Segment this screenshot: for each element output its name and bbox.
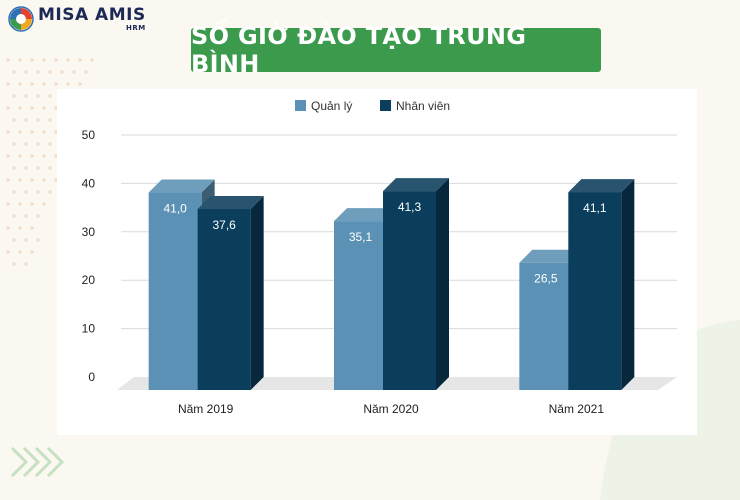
bar — [148, 192, 202, 390]
brand-name: MISA AMIS — [38, 4, 146, 25]
bar-side — [621, 179, 635, 390]
chart-title: SỐ GIỜ ĐÀO TẠO TRUNG BÌNH — [191, 22, 527, 78]
brand-logo: MISA AMIS HRM — [8, 6, 146, 32]
bar-top — [568, 179, 635, 193]
misa-logo-icon — [8, 6, 34, 32]
y-tick-label: 50 — [82, 128, 96, 142]
x-category-label: Năm 2021 — [549, 402, 605, 416]
bar — [519, 262, 573, 390]
data-label: 35,1 — [349, 230, 373, 244]
brand-sub: HRM — [126, 23, 146, 32]
bar-top — [148, 179, 215, 193]
data-label: 26,5 — [534, 272, 558, 286]
y-tick-label: 10 — [82, 322, 96, 336]
data-label: 37,6 — [212, 218, 236, 232]
bar — [383, 191, 436, 390]
title-banner: SỐ GIỜ ĐÀO TẠO TRUNG BÌNH — [191, 22, 601, 78]
legend-swatch-nhan-vien — [380, 100, 391, 111]
chart-legend: Quản lý Nhân viên — [295, 99, 450, 113]
bar — [568, 192, 622, 390]
data-label: 41,0 — [163, 202, 187, 216]
data-label: 41,1 — [583, 201, 607, 215]
chart-panel: Quản lý Nhân viên 0 10 20 30 40 50 41,0 37,6 Năm… — [57, 89, 697, 435]
y-tick-label: 30 — [82, 225, 96, 239]
y-tick-label: 40 — [82, 176, 96, 190]
bar-side — [250, 196, 264, 390]
bar-top — [383, 178, 449, 192]
legend-swatch-quan-ly — [295, 100, 306, 111]
legend-label-nhan-vien: Nhân viên — [396, 99, 450, 113]
legend-label-quan-ly: Quản lý — [311, 99, 352, 113]
bar — [197, 209, 251, 390]
data-label: 41,3 — [398, 200, 422, 214]
bar-side — [436, 178, 449, 390]
bar-top — [197, 196, 264, 210]
x-category-label: Năm 2020 — [363, 402, 419, 416]
bar-chart: Quản lý Nhân viên 0 10 20 30 40 50 41,0 37,6 Năm… — [82, 99, 677, 416]
x-category-label: Năm 2019 — [178, 402, 234, 416]
y-tick-label: 0 — [88, 370, 95, 384]
y-tick-label: 20 — [82, 273, 96, 287]
bar — [334, 221, 387, 390]
